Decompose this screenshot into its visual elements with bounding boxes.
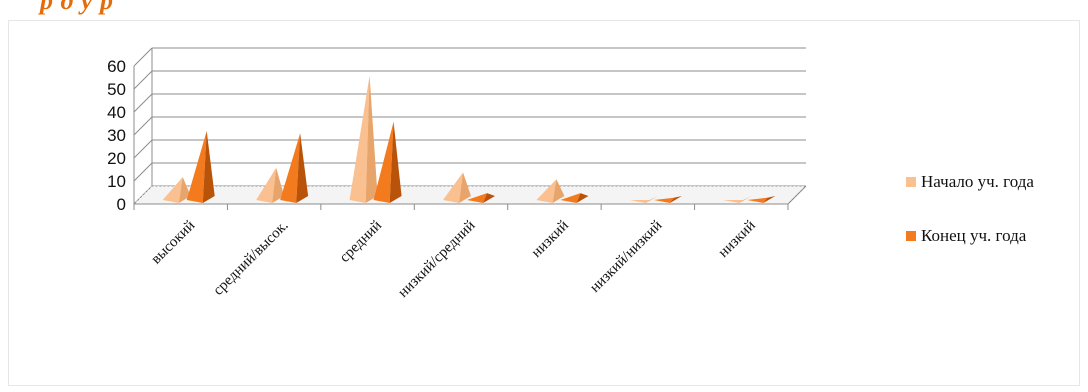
- gridline-side: [133, 116, 153, 136]
- pyramid-end-face-right: [483, 193, 495, 203]
- chart-title-fragment: р д у р: [40, 0, 114, 15]
- pyramid-end-face-right: [389, 121, 402, 203]
- gridline-side: [133, 70, 153, 90]
- y-tick-label: 0: [117, 195, 126, 214]
- pyramid-start-face-left: [723, 200, 744, 203]
- legend-item-start: Начало уч. года: [906, 170, 1034, 194]
- x-tick-label: низкий: [715, 218, 758, 261]
- pyramid-end-face-left: [467, 193, 487, 203]
- pyramid-end-face-left: [373, 121, 394, 203]
- pyramid-start-face-right: [645, 196, 658, 203]
- pyramid-start-face-right: [272, 167, 285, 203]
- x-tick-label: низкий: [529, 218, 572, 261]
- gridline-side: [133, 162, 153, 182]
- pyramid-start-face-left: [629, 200, 650, 203]
- pyramid-end-face-left: [747, 197, 768, 203]
- pyramid-start-face-left: [162, 177, 183, 203]
- floor-right-edge: [787, 185, 807, 205]
- pyramid-end-face-left: [186, 131, 207, 203]
- pyramid-end-face-right: [763, 196, 776, 203]
- y-tick-label: 20: [107, 149, 126, 168]
- y-tick-label: 40: [107, 103, 126, 122]
- legend-swatch-start: [906, 177, 916, 187]
- legend: Начало уч. года Конец уч. года: [906, 170, 1034, 278]
- x-tick-label: средний/высок.: [210, 218, 291, 299]
- pyramid-end-face-right: [576, 193, 589, 203]
- chart-frame: [8, 20, 1080, 386]
- pyramid-start-face-right: [739, 196, 752, 203]
- pyramid-end-face-left: [653, 197, 674, 203]
- y-tick-label: 60: [107, 57, 126, 76]
- pyramid-end-face-right: [669, 196, 682, 203]
- pyramid-end-face-left: [280, 133, 301, 203]
- pyramid-end-face-right: [296, 133, 309, 203]
- gridline-side: [133, 93, 153, 113]
- y-tick-label: 50: [107, 80, 126, 99]
- pyramid-start-face-right: [365, 75, 378, 203]
- y-tick-label: 30: [107, 126, 126, 145]
- y-tick-label: 10: [107, 172, 126, 191]
- pyramid-start-face-left: [443, 172, 463, 203]
- legend-label-start: Начало уч. года: [921, 172, 1034, 191]
- pyramid-start-face-left: [349, 75, 370, 203]
- x-tick-label: низкий/низкий: [587, 218, 665, 296]
- x-tick-label: высокий: [148, 218, 198, 268]
- pyramid-end-face-right: [202, 131, 215, 203]
- legend-swatch-end: [906, 231, 916, 241]
- pyramid-start-face-right: [552, 179, 565, 203]
- gridline-side: [133, 47, 153, 67]
- x-tick-label: низкий/средний: [395, 218, 478, 301]
- pyramid-start-face-left: [536, 179, 557, 203]
- pyramid-end-face-left: [560, 193, 581, 203]
- pyramid-start-face-left: [256, 167, 277, 203]
- legend-label-end: Конец уч. года: [921, 226, 1027, 245]
- title-strip: р д у р: [0, 0, 1088, 22]
- legend-item-end: Конец уч. года: [906, 224, 1034, 248]
- gridline-side: [133, 139, 153, 159]
- pyramid-start-face-right: [459, 172, 471, 203]
- x-tick-label: средний: [337, 218, 385, 266]
